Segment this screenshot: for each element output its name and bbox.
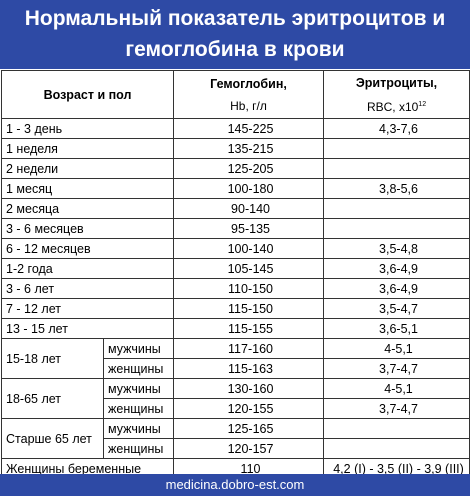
group-age: Старше 65 лет (1, 418, 104, 459)
group-sex-female: женщины (102, 438, 175, 459)
row-hb: 125-205 (173, 158, 325, 179)
row-hb: 115-155 (173, 318, 325, 339)
table-header-row: Возраст и пол Гемоглобин, Hb, г/л Эритро… (0, 70, 470, 119)
row-age: 1 неделя (0, 138, 175, 159)
group-sex-female: женщины (102, 358, 175, 379)
norms-table: Возраст и пол Гемоглобин, Hb, г/л Эритро… (0, 70, 470, 479)
table-row: 6 - 12 месяцев 100-140 3,5-4,8 (0, 238, 470, 259)
row-age: 13 - 15 лет (0, 318, 175, 339)
row-rbc: 3,7-4,7 (323, 398, 470, 419)
row-rbc (323, 198, 470, 219)
table-row: 3 - 6 месяцев 95-135 (0, 218, 470, 239)
row-age: 3 - 6 месяцев (0, 218, 175, 239)
row-age: 2 месяца (0, 198, 175, 219)
row-hb: 135-215 (173, 138, 325, 159)
header-hb-unit: Hb, г/л (230, 98, 267, 113)
table-row: 1 месяц 100-180 3,8-5,6 (0, 178, 470, 199)
table-row: 7 - 12 лет 115-150 3,5-4,7 (0, 298, 470, 319)
row-hb: 100-180 (173, 178, 325, 199)
table-row: 13 - 15 лет 115-155 3,6-5,1 (0, 318, 470, 339)
table-row: женщины 120-155 3,7-4,7 (2, 398, 470, 419)
title-line-2: гемоглобина в крови (125, 38, 345, 61)
header-rbc-title: Эритроциты, (355, 75, 438, 90)
row-age: 7 - 12 лет (0, 298, 175, 319)
table-row: 3 - 6 лет 110-150 3,6-4,9 (0, 278, 470, 299)
row-rbc (323, 158, 470, 179)
table-row: 2 месяца 90-140 (0, 198, 470, 219)
row-rbc: 3,8-5,6 (323, 178, 470, 199)
row-hb: 120-155 (173, 398, 325, 419)
header-erythrocytes: Эритроциты, RBC, x1012 (323, 70, 470, 119)
row-rbc: 3,6-5,1 (323, 318, 470, 339)
row-hb: 115-163 (173, 358, 325, 379)
row-hb: 117-160 (173, 338, 325, 359)
group-sex-male: мужчины (102, 338, 175, 359)
group-sex-male: мужчины (102, 378, 175, 399)
table-row: 1 - 3 день 145-225 4,3-7,6 (0, 118, 470, 139)
row-rbc (323, 138, 470, 159)
header-hb-title: Гемоглобин, (210, 76, 287, 91)
header-rbc-exponent: 12 (418, 100, 427, 108)
table-row: 15-18 лет мужчины 117-160 4-5,1 (1, 338, 470, 379)
header-rbc-unit: RBC, x1012 (367, 100, 426, 114)
table-row: 1-2 года 105-145 3,6-4,9 (0, 258, 470, 279)
header-rbc-unit-text: RBC, x10 (366, 99, 419, 114)
table-row: 18-65 лет мужчины 130-160 4-5,1 (1, 378, 470, 419)
row-age: 6 - 12 месяцев (0, 238, 175, 259)
row-hb: 115-150 (173, 298, 325, 319)
group-sex-male: мужчины (102, 418, 175, 439)
row-age: 3 - 6 лет (0, 278, 175, 299)
row-hb: 95-135 (173, 218, 325, 239)
row-hb: 130-160 (173, 378, 325, 399)
row-hb: 100-140 (173, 238, 325, 259)
table-row: 1 неделя 135-215 (0, 138, 470, 159)
row-rbc: 4,3-7,6 (323, 118, 470, 139)
header-age-sex: Возраст и пол (0, 70, 175, 119)
row-hb: 105-145 (173, 258, 325, 279)
table-row: Старше 65 лет мужчины 125-165 (1, 418, 470, 459)
row-hb: 125-165 (173, 418, 325, 439)
row-rbc: 3,5-4,7 (323, 298, 470, 319)
title-line-1: Нормальный показатель эритроцитов и (24, 7, 446, 30)
row-age: 1 - 3 день (0, 118, 175, 139)
row-hb: 145-225 (173, 118, 325, 139)
row-rbc: 3,6-4,9 (323, 278, 470, 299)
row-age: 1-2 года (0, 258, 175, 279)
row-rbc: 3,6-4,9 (323, 258, 470, 279)
row-rbc: 4-5,1 (323, 378, 470, 399)
row-rbc: 3,5-4,8 (323, 238, 470, 259)
row-rbc (323, 218, 470, 239)
row-age: 1 месяц (0, 178, 175, 199)
row-rbc: 4-5,1 (323, 338, 470, 359)
row-age: 2 недели (0, 158, 175, 179)
header-hemoglobin: Гемоглобин, Hb, г/л (173, 70, 325, 119)
row-hb: 110-150 (173, 278, 325, 299)
row-rbc (323, 418, 470, 439)
page-title: Нормальный показатель эритроцитов и гемо… (0, 0, 470, 69)
row-rbc (323, 438, 470, 459)
group-sex-female: женщины (102, 398, 175, 419)
row-hb: 90-140 (173, 198, 325, 219)
table-row: 2 недели 125-205 (0, 158, 470, 179)
group-age: 15-18 лет (1, 338, 104, 379)
source-footer: medicina.dobro-est.com (0, 474, 470, 496)
group-age: 18-65 лет (1, 378, 104, 419)
row-rbc: 3,7-4,7 (323, 358, 470, 379)
row-hb: 120-157 (173, 438, 325, 459)
